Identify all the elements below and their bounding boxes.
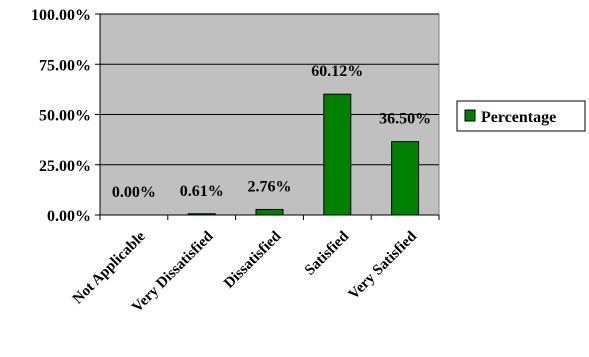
y-axis: 0.00% 25.00% 50.00% 75.00% 100.00%	[31, 7, 101, 225]
y-tick-label: 100.00%	[31, 7, 91, 24]
data-label: 60.12%	[311, 63, 363, 80]
legend-swatch	[464, 109, 476, 122]
data-label: 36.50%	[379, 111, 431, 128]
bar	[323, 93, 352, 216]
x-tick-label: Satisfied	[302, 228, 353, 279]
y-tick-label: 25.00%	[39, 158, 91, 175]
data-label: 0.00%	[112, 184, 156, 201]
bar	[255, 208, 284, 216]
x-tick-label: Very Satisfied	[346, 228, 421, 303]
data-label: 2.76%	[248, 178, 292, 195]
legend-box	[456, 100, 586, 132]
y-tick-label: 0.00%	[47, 208, 91, 225]
bar	[391, 141, 420, 216]
data-labels: 0.00% 0.61% 2.76% 60.12% 36.50%	[112, 63, 431, 201]
y-tick-label: 50.00%	[39, 108, 91, 125]
x-tick-label: Dissatisfied	[221, 228, 285, 292]
legend-label: Percentage	[481, 109, 556, 126]
data-label: 0.61%	[180, 183, 224, 200]
legend: Percentage	[456, 100, 586, 132]
y-tick-label: 75.00%	[39, 57, 91, 74]
